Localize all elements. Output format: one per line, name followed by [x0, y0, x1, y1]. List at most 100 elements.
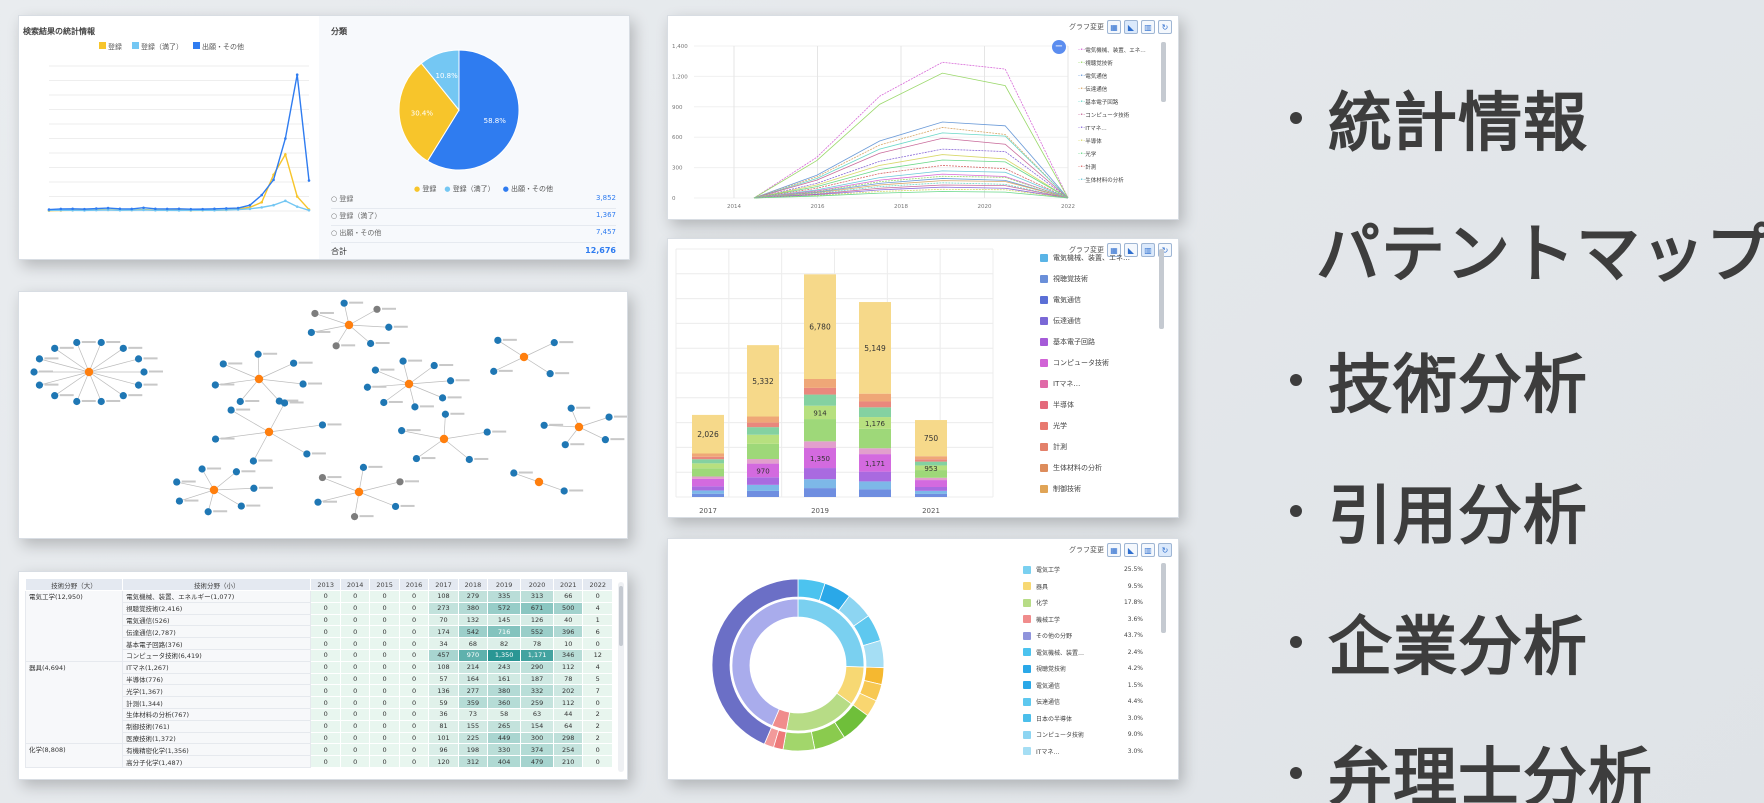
row-label[interactable]: ITマネ(1,267) [122, 660, 312, 674]
table-cell[interactable]: 40 [553, 613, 584, 627]
table-cell[interactable]: 0 [369, 648, 400, 662]
table-cell[interactable]: 396 [553, 625, 584, 639]
row-label[interactable]: コンピュータ技術(6,419) [122, 648, 312, 662]
column-header[interactable]: 2021 [553, 578, 584, 591]
row-label[interactable]: 電気機械、装置、エネルギー(1,077) [122, 590, 312, 603]
table-cell[interactable]: 479 [520, 755, 555, 768]
table-cell[interactable]: 0 [369, 590, 400, 603]
table-cell[interactable]: 70 [428, 613, 459, 627]
table-cell[interactable]: 0 [369, 707, 400, 721]
table-cell[interactable]: 0 [582, 590, 613, 603]
table-cell[interactable]: 0 [339, 743, 371, 757]
table-cell[interactable]: 298 [553, 731, 584, 745]
bar-view-icon[interactable]: ▥ [1141, 243, 1155, 257]
table-cell[interactable]: 374 [520, 743, 555, 757]
table-cell[interactable]: 1,171 [520, 648, 555, 662]
group-cell[interactable]: 電気工学(12,950) [24, 590, 124, 662]
table-cell[interactable]: 154 [520, 719, 555, 733]
table-cell[interactable]: 0 [369, 625, 400, 639]
table-cell[interactable]: 120 [428, 755, 459, 768]
table-cell[interactable]: 259 [520, 696, 555, 709]
table-cell[interactable]: 457 [428, 648, 459, 662]
legend-pending[interactable]: 出願・その他 [193, 42, 244, 52]
table-cell[interactable]: 0 [310, 590, 341, 603]
table-cell[interactable]: 300 [520, 731, 555, 745]
table-cell[interactable]: 126 [520, 613, 555, 627]
row-label[interactable]: 半導体(776) [122, 672, 312, 686]
column-header[interactable]: 2015 [369, 578, 400, 591]
table-cell[interactable]: 671 [520, 601, 555, 615]
table-cell[interactable]: 0 [398, 660, 430, 674]
refresh-icon[interactable]: ↻ [1158, 20, 1172, 34]
legend-item[interactable]: 光学 [1040, 421, 1067, 431]
table-cell[interactable]: 0 [398, 648, 430, 662]
table-cell[interactable]: 198 [457, 743, 489, 757]
table-cell[interactable]: 0 [310, 601, 341, 615]
column-header[interactable]: 2016 [398, 578, 430, 591]
table-cell[interactable]: 4 [582, 660, 613, 674]
row-label[interactable]: 伝達通信(2,787) [122, 625, 312, 639]
column-header[interactable]: 2013 [310, 578, 341, 591]
table-view-icon[interactable]: ▦ [1107, 243, 1121, 257]
legend-item[interactable]: コンピュータ技術 9.0% [1023, 730, 1143, 739]
table-cell[interactable]: 202 [553, 684, 584, 698]
table-cell[interactable]: 0 [339, 672, 371, 686]
table-cell[interactable]: 44 [553, 707, 584, 721]
table-cell[interactable]: 0 [310, 755, 341, 768]
table-cell[interactable]: 101 [428, 731, 459, 745]
bar-view-icon[interactable]: ▥ [1141, 20, 1155, 34]
legend-item[interactable]: 計測 [1040, 442, 1067, 452]
table-cell[interactable]: 78 [520, 637, 555, 650]
table-cell[interactable]: 0 [339, 719, 371, 733]
table-cell[interactable]: 0 [369, 755, 400, 768]
table-cell[interactable]: 0 [369, 672, 400, 686]
column-header[interactable]: 2017 [428, 578, 459, 591]
table-cell[interactable]: 0 [310, 613, 341, 627]
table-cell[interactable]: 0 [369, 743, 400, 757]
row-label[interactable]: 視聴覚技術(2,416) [122, 601, 312, 615]
table-cell[interactable]: 66 [553, 590, 584, 603]
table-cell[interactable]: 380 [457, 601, 489, 615]
legend-item[interactable]: ITマネ… 3.0% [1023, 747, 1143, 756]
column-header[interactable]: 2014 [339, 578, 371, 591]
table-cell[interactable]: 78 [553, 672, 584, 686]
table-cell[interactable]: 0 [398, 707, 430, 721]
table-cell[interactable]: 0 [369, 601, 400, 615]
table-cell[interactable]: 0 [310, 637, 341, 650]
group-cell[interactable]: 器具(4,694) [24, 660, 124, 745]
legend-expired[interactable]: 登録（満了） [132, 42, 183, 52]
table-cell[interactable]: 716 [487, 625, 522, 639]
table-cell[interactable]: 265 [487, 719, 522, 733]
table-cell[interactable]: 112 [553, 696, 584, 709]
table-cell[interactable]: 164 [457, 672, 489, 686]
bar-view-icon[interactable]: ▥ [1141, 543, 1155, 557]
legend-item[interactable]: 電気機械、装置… 2.4% [1023, 648, 1143, 657]
table-cell[interactable]: 330 [487, 743, 522, 757]
legend-item[interactable]: -•- ITマネ… [1078, 124, 1107, 132]
table-cell[interactable]: 0 [339, 637, 371, 650]
table-cell[interactable]: 0 [339, 625, 371, 639]
legend-item[interactable]: -•- 伝達通信 [1078, 85, 1107, 93]
legend-item[interactable]: コンピュータ技術 [1040, 358, 1109, 368]
legend-item[interactable]: 機械工学 3.6% [1023, 615, 1143, 624]
table-cell[interactable]: 0 [310, 719, 341, 733]
table-cell[interactable]: 73 [457, 707, 489, 721]
table-cell[interactable]: 64 [553, 719, 584, 733]
table-cell[interactable]: 0 [398, 637, 430, 650]
legend-item[interactable]: -•- 基本電子回路 [1078, 98, 1118, 106]
table-cell[interactable]: 290 [520, 660, 555, 674]
row-label[interactable]: 高分子化学(1,487) [122, 755, 312, 768]
table-cell[interactable]: 0 [310, 731, 341, 745]
table-cell[interactable]: 1 [582, 613, 613, 627]
table-cell[interactable]: 0 [582, 696, 613, 709]
table-cell[interactable]: 279 [457, 590, 489, 603]
legend-item[interactable]: -•- 光学 [1078, 150, 1096, 158]
table-cell[interactable]: 0 [310, 625, 341, 639]
table-cell[interactable]: 210 [553, 755, 584, 768]
table-cell[interactable]: 2 [582, 719, 613, 733]
table-cell[interactable]: 0 [369, 731, 400, 745]
row-label[interactable]: 基本電子回路(376) [122, 637, 312, 650]
row-label[interactable]: 光学(1,367) [122, 684, 312, 698]
table-cell[interactable]: 2 [582, 707, 613, 721]
table-cell[interactable]: 0 [398, 672, 430, 686]
